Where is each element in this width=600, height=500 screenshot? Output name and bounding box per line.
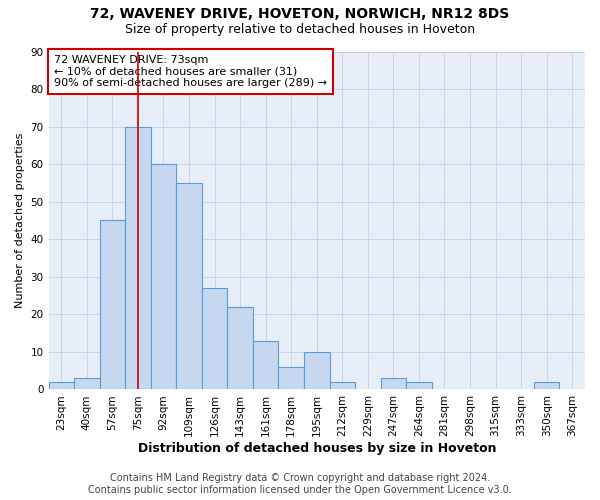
X-axis label: Distribution of detached houses by size in Hoveton: Distribution of detached houses by size … [137,442,496,455]
Bar [74,378,100,390]
Text: Size of property relative to detached houses in Hoveton: Size of property relative to detached ho… [125,22,475,36]
Bar [202,288,227,390]
Bar [125,126,151,390]
Bar [151,164,176,390]
Bar [100,220,125,390]
Bar [176,183,202,390]
Bar [329,382,355,390]
Bar [406,382,432,390]
Text: 72 WAVENEY DRIVE: 73sqm
← 10% of detached houses are smaller (31)
90% of semi-de: 72 WAVENEY DRIVE: 73sqm ← 10% of detache… [54,55,327,88]
Bar [227,307,253,390]
Y-axis label: Number of detached properties: Number of detached properties [15,133,25,308]
Bar [304,352,329,390]
Text: 72, WAVENEY DRIVE, HOVETON, NORWICH, NR12 8DS: 72, WAVENEY DRIVE, HOVETON, NORWICH, NR1… [91,8,509,22]
Bar [278,367,304,390]
Text: Contains HM Land Registry data © Crown copyright and database right 2024.
Contai: Contains HM Land Registry data © Crown c… [88,474,512,495]
Bar [253,340,278,390]
Bar [49,382,74,390]
Bar [534,382,559,390]
Bar [380,378,406,390]
